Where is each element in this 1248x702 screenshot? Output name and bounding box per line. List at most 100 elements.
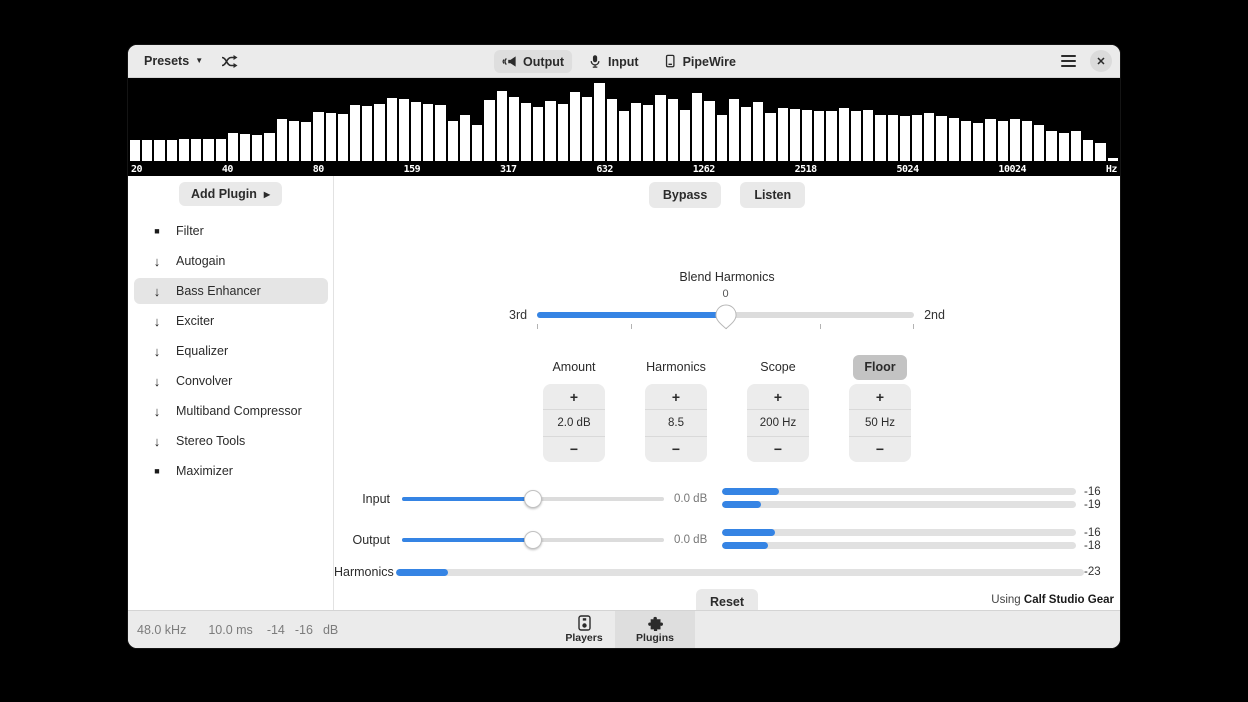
meter-db-value: -16 [1084,485,1101,498]
harmonics-meter[interactable] [396,568,1084,576]
spectrum-bar [166,140,177,161]
freq-label: 632 [596,164,613,175]
tab-pipewire[interactable]: PipeWire [655,50,744,73]
sidebar-item-exciter[interactable]: ↓ Exciter [134,308,328,334]
input-gain-row: Input 0.0 dB -16 -19 [334,486,1120,512]
freq-label: 2518 [794,164,818,175]
tab-players[interactable]: Players [553,611,615,648]
spectrum-bar [1070,131,1082,161]
slider-tick [537,324,539,329]
scope-value[interactable]: 200 Hz [747,409,809,437]
spectrum-bar [288,121,300,161]
freq-label: 80 [312,164,325,175]
spectrum-bar [875,114,886,161]
arrow-down-icon: ↓ [153,283,161,299]
spectrum-bar [728,98,739,161]
tab-input[interactable]: Input [580,50,647,73]
spectrum-bar [545,101,556,161]
spectrum-bar [912,114,923,161]
sidebar-item-label: Maximizer [176,464,233,478]
spectrum-bar [1107,157,1118,161]
freq-label: 317 [499,164,517,175]
floor-decrement-button[interactable]: − [875,441,885,458]
spectrum-bar [142,140,153,161]
square-icon: ■ [154,226,160,236]
sidebar-item-autogain[interactable]: ↓ Autogain [134,248,328,274]
spectrum-bar [203,138,214,161]
sidebar-item-equalizer[interactable]: ↓ Equalizer [134,338,328,364]
sidebar-item-convolver[interactable]: ↓ Convolver [134,368,328,394]
slider-handle[interactable] [524,490,542,508]
scope-label: Scope [760,360,796,374]
speaker-icon [502,56,516,67]
sidebar-item-label: Exciter [176,314,215,328]
slider-handle[interactable] [524,531,542,549]
spectrum-bar [264,133,275,161]
floor-toggle-button[interactable]: Floor [853,354,907,380]
input-gain-slider[interactable] [402,488,664,510]
close-button[interactable]: ✕ [1090,50,1112,72]
spectrum-bar [899,116,910,161]
view-switcher: Output Input PipeWire [494,45,744,78]
menu-button[interactable] [1056,49,1080,73]
spectrum-bar [1058,133,1069,161]
freq-unit-label: Hz [1105,164,1118,175]
hamburger-icon [1060,55,1076,67]
spectrum-bar [447,121,458,161]
spectrum-bar [973,122,984,161]
spectrum-bar [753,101,764,161]
sidebar-item-stereo-tools[interactable]: ↓ Stereo Tools [134,428,328,454]
spectrum-bar [411,101,422,161]
tab-output[interactable]: Output [494,50,573,73]
presets-button[interactable]: Presets ▼ [136,50,211,72]
sidebar-item-maximizer[interactable]: ■ Maximizer [134,458,328,484]
tab-output-label: Output [523,54,565,69]
spectrum-bar [1046,130,1057,161]
spectrum-analyzer: 20 40 80 159 317 632 1262 2518 5024 1002… [128,78,1120,176]
spectrum-bar [362,105,373,161]
spectrum-bar [191,139,202,161]
spectrum-bar [276,119,287,161]
scope-increment-button[interactable]: + [773,388,783,405]
freq-label: 40 [221,164,234,175]
amount-value[interactable]: 2.0 dB [543,409,605,437]
using-prefix: Using [991,594,1021,606]
arrow-down-icon: ↓ [153,343,161,359]
scope-decrement-button[interactable]: − [773,441,783,458]
sidebar-item-filter[interactable]: ■ Filter [134,218,328,244]
tab-plugins[interactable]: Plugins [615,611,695,648]
spectrum-bar [838,108,849,161]
spectrum-bar [765,113,776,161]
floor-value[interactable]: 50 Hz [849,409,911,437]
harmonics-decrement-button[interactable]: − [671,441,681,458]
add-plugin-button[interactable]: Add Plugin ▶ [178,182,283,206]
bypass-button[interactable]: Bypass [648,182,722,208]
tab-players-label: Players [565,632,603,644]
spectrum-bar [386,97,397,161]
harmonics-level-label: Harmonics [334,565,394,579]
slider-handle[interactable] [714,304,737,335]
arrow-down-icon: ↓ [153,313,161,329]
spectrum-bar [398,98,410,161]
amount-decrement-button[interactable]: − [569,441,579,458]
pipewire-icon [665,54,675,68]
latency: 10.0 ms [208,622,253,637]
sidebar-item-multiband-compressor[interactable]: ↓ Multiband Compressor [134,398,328,424]
shuffle-presets-button[interactable] [217,49,241,73]
harmonics-value[interactable]: 8.5 [645,409,707,437]
spectrum-bar [948,117,959,161]
amount-increment-button[interactable]: + [569,388,579,405]
harmonics-increment-button[interactable]: + [671,388,681,405]
blend-harmonics-slider[interactable]: 0 [537,288,915,335]
spectrum-bar [777,108,788,161]
listen-button[interactable]: Listen [740,182,806,208]
microphone-icon [590,55,600,68]
sidebar-item-bass-enhancer[interactable]: ↓ Bass Enhancer [134,278,328,304]
spectrum-bars [130,81,1118,161]
spectrum-bar [679,109,691,161]
floor-increment-button[interactable]: + [875,388,885,405]
tab-input-label: Input [608,54,639,69]
output-gain-slider[interactable] [402,529,664,551]
slider-tick [912,324,914,329]
meter-fill [722,488,779,495]
